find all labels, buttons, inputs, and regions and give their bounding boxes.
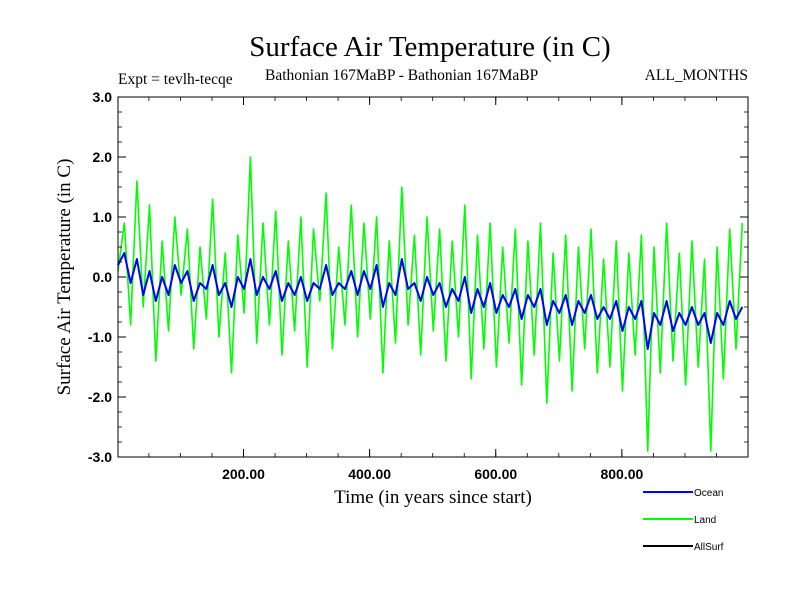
y-axis-label: Surface Air Temperature (in C): [54, 159, 75, 396]
series-ocean: [117, 252, 744, 350]
y-tick-label: 1.0: [93, 209, 113, 225]
x-tick-label: 600.00: [474, 466, 517, 482]
y-tick-label: 0.0: [93, 269, 113, 285]
chart-title: Surface Air Temperature (in C): [249, 31, 610, 63]
x-axis: 200.00 400.00 600.00 800.00: [148, 97, 717, 482]
series-land: [117, 156, 744, 452]
y-tick-label: -3.0: [88, 449, 112, 465]
plot-area: [117, 96, 749, 458]
series-line-ocean: [117, 252, 744, 350]
subtitle-experiment: Expt = tevlh-tecqe: [118, 71, 233, 88]
subtitle-months: ALL_MONTHS: [645, 67, 748, 84]
x-tick-label: 800.00: [600, 466, 643, 482]
y-tick-label: 2.0: [93, 149, 113, 165]
y-axis: -3.0 -2.0 -1.0 0.0 1.0 2.0 3.0: [88, 89, 748, 465]
x-tick-label: 200.00: [222, 466, 265, 482]
subtitle-periods: Bathonian 167MaBP - Bathonian 167MaBP: [265, 67, 538, 84]
legend-label-land: Land: [694, 515, 716, 526]
y-tick-label: -2.0: [88, 389, 112, 405]
x-axis-label: Time (in years since start): [334, 487, 532, 508]
series-line-land: [117, 156, 744, 452]
legend-label-allsurf: AllSurf: [694, 542, 724, 553]
legend: Ocean Land AllSurf: [643, 488, 724, 553]
x-tick-label: 400.00: [348, 466, 391, 482]
y-tick-label: 3.0: [93, 89, 113, 105]
legend-label-ocean: Ocean: [694, 488, 723, 499]
y-tick-label: -1.0: [88, 329, 112, 345]
